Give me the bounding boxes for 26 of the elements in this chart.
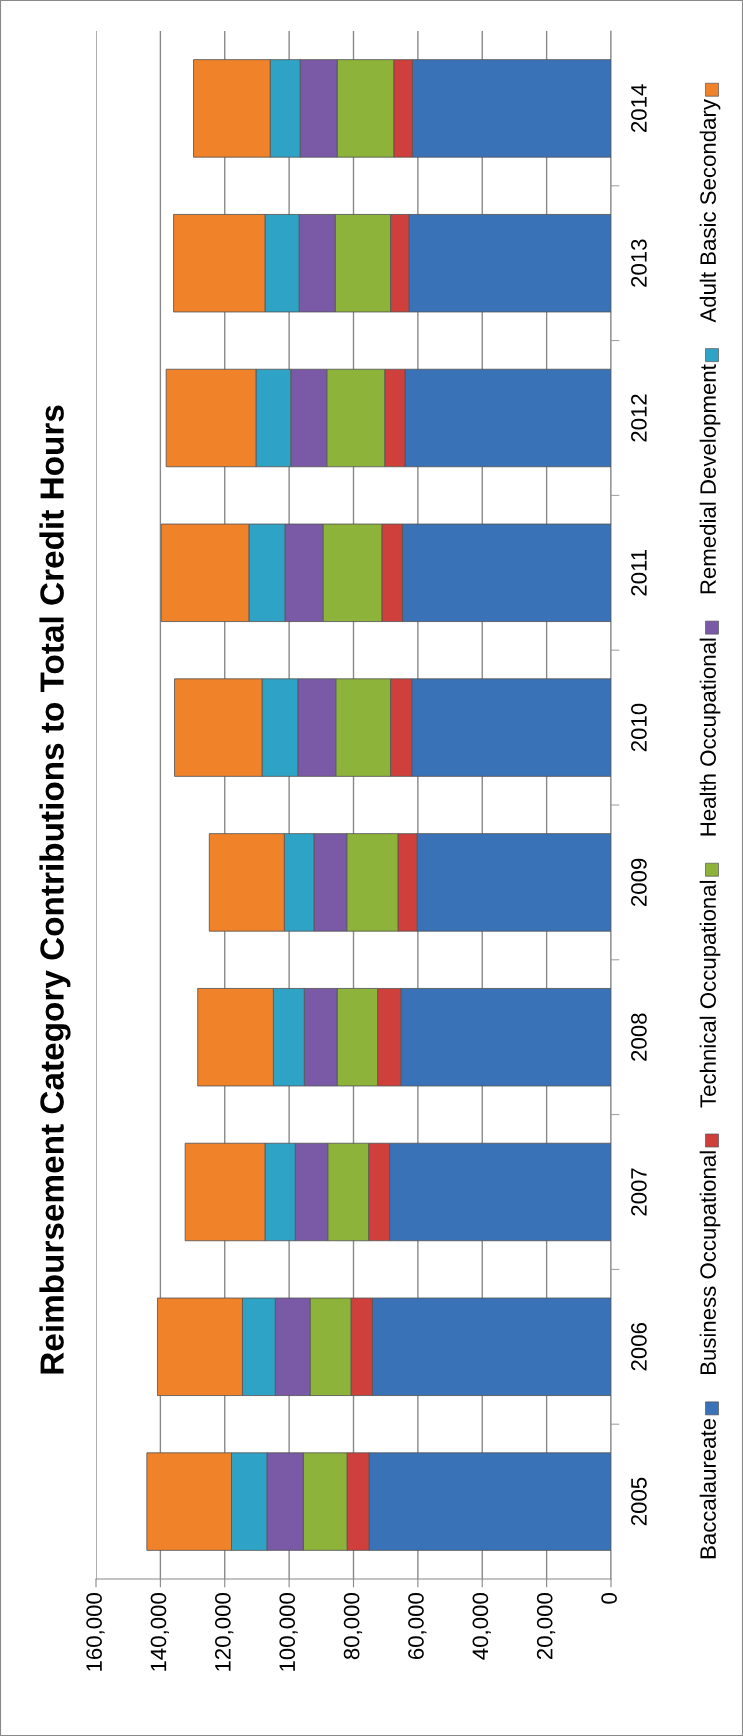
y-tick-label: 2009 [631,858,647,906]
legend-label: Technical Occupational [699,880,721,1108]
y-tick-label: 2006 [631,1323,647,1371]
legend-label: Health Occupational [699,638,721,836]
x-tick-label: 100,000 [279,1593,298,1671]
y-tick-label: 2007 [631,1168,647,1216]
y-tick-label: 2010 [631,703,647,752]
y-tick-label: 2011 [631,549,647,596]
x-tick-label: 140,000 [150,1593,169,1671]
x-tick-label: 120,000 [214,1593,234,1671]
x-tick-label: 20,000 [536,1593,556,1660]
y-tick-label: 2005 [631,1477,647,1526]
legend-label: Business Occupational [699,1151,721,1375]
x-tick-label: 160,000 [86,1593,105,1671]
x-tick-label: 60,000 [408,1593,427,1660]
y-tick-label: 2008 [631,1013,647,1061]
x-tick-label: 0 [601,1593,617,1604]
legend-label: Remedial Development [699,364,721,594]
legend-label: Baccalaureate [699,1418,716,1559]
text: Reimbursement Category Contributions to Total Credit Hours [39,405,71,1374]
x-tick-label: 80,000 [343,1593,363,1660]
y-tick-label: 2013 [631,239,647,287]
x-tick-label: 40,000 [472,1593,491,1660]
legend-label: Adult Basic Secondary [699,99,721,323]
y-tick-label: 2014 [631,84,647,132]
y-tick-label: 2012 [631,394,647,442]
